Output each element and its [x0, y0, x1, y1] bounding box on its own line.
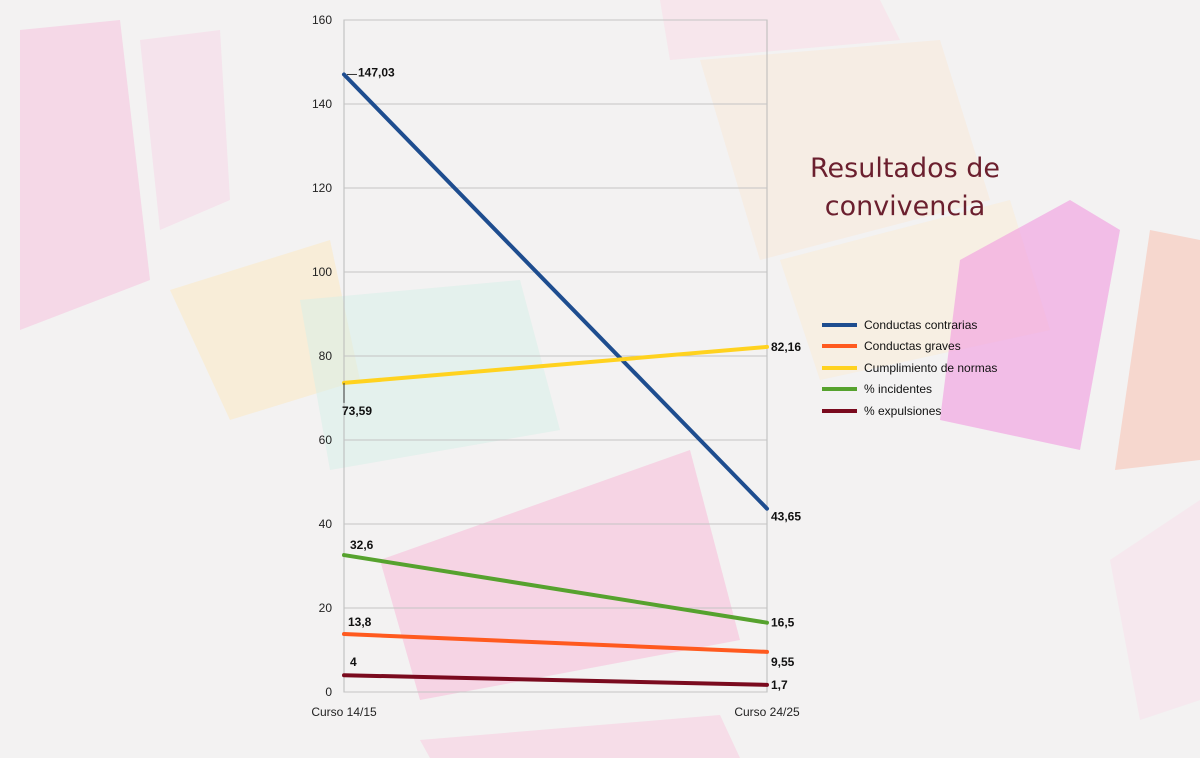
data-label: 43,65 [771, 510, 801, 524]
x-axis-ticks: Curso 14/15 Curso 24/25 [311, 705, 800, 719]
data-label: 1,7 [771, 678, 788, 692]
data-label: 147,03 [358, 65, 395, 79]
data-label: 82,16 [771, 340, 801, 354]
y-tick-label: 20 [319, 601, 333, 615]
legend: Conductas contrarias Conductas graves Cump… [822, 314, 997, 422]
legend-label: Conductas contrarias [864, 317, 978, 332]
legend-label: % incidentes [864, 382, 933, 397]
legend-swatch [822, 387, 857, 392]
legend-label: Cumplimiento de normas [864, 360, 998, 375]
legend-item: Cumplimiento de normas [822, 357, 997, 379]
legend-swatch [822, 322, 857, 327]
data-label: 4 [350, 655, 357, 669]
gridlines [343, 19, 768, 693]
legend-swatch [822, 344, 857, 349]
legend-label: Conductas graves [864, 339, 961, 354]
data-label: 13,8 [348, 615, 372, 629]
data-label: 73,59 [342, 404, 372, 418]
legend-swatch [822, 408, 857, 413]
legend-item: % expulsiones [822, 400, 997, 422]
data-label: 9,55 [771, 655, 795, 669]
y-tick-label: 160 [312, 13, 332, 27]
x-tick-label: Curso 24/25 [734, 705, 800, 719]
legend-label: % expulsiones [864, 403, 942, 418]
series-line-3 [342, 344, 769, 385]
data-labels: 147,03 43,65 13,8 9,55 73,59 82,16 32,6 16,5 4 1,… [342, 65, 801, 691]
y-tick-label: 80 [319, 349, 333, 363]
series-line-1 [342, 72, 769, 511]
series-line-4 [342, 553, 769, 625]
y-tick-label: 140 [312, 97, 332, 111]
legend-swatch [822, 365, 857, 370]
y-axis-ticks: 0 20 40 60 80 100 120 140 160 [312, 13, 332, 699]
y-tick-label: 0 [325, 685, 332, 699]
legend-item: % incidentes [822, 379, 997, 401]
chart-title: Resultados de convivencia [809, 153, 1001, 222]
legend-item: Conductas graves [822, 336, 997, 358]
series-line-2 [342, 632, 769, 654]
y-tick-label: 100 [312, 265, 332, 279]
x-tick-label: Curso 14/15 [311, 705, 377, 719]
series-lines [342, 72, 769, 687]
y-tick-label: 60 [319, 433, 333, 447]
series-line-5 [342, 673, 769, 687]
y-tick-label: 120 [312, 181, 332, 195]
data-label: 32,6 [350, 538, 374, 552]
data-label: 16,5 [771, 616, 795, 630]
legend-item: Conductas contrarias [822, 314, 997, 336]
y-tick-label: 40 [319, 517, 333, 531]
